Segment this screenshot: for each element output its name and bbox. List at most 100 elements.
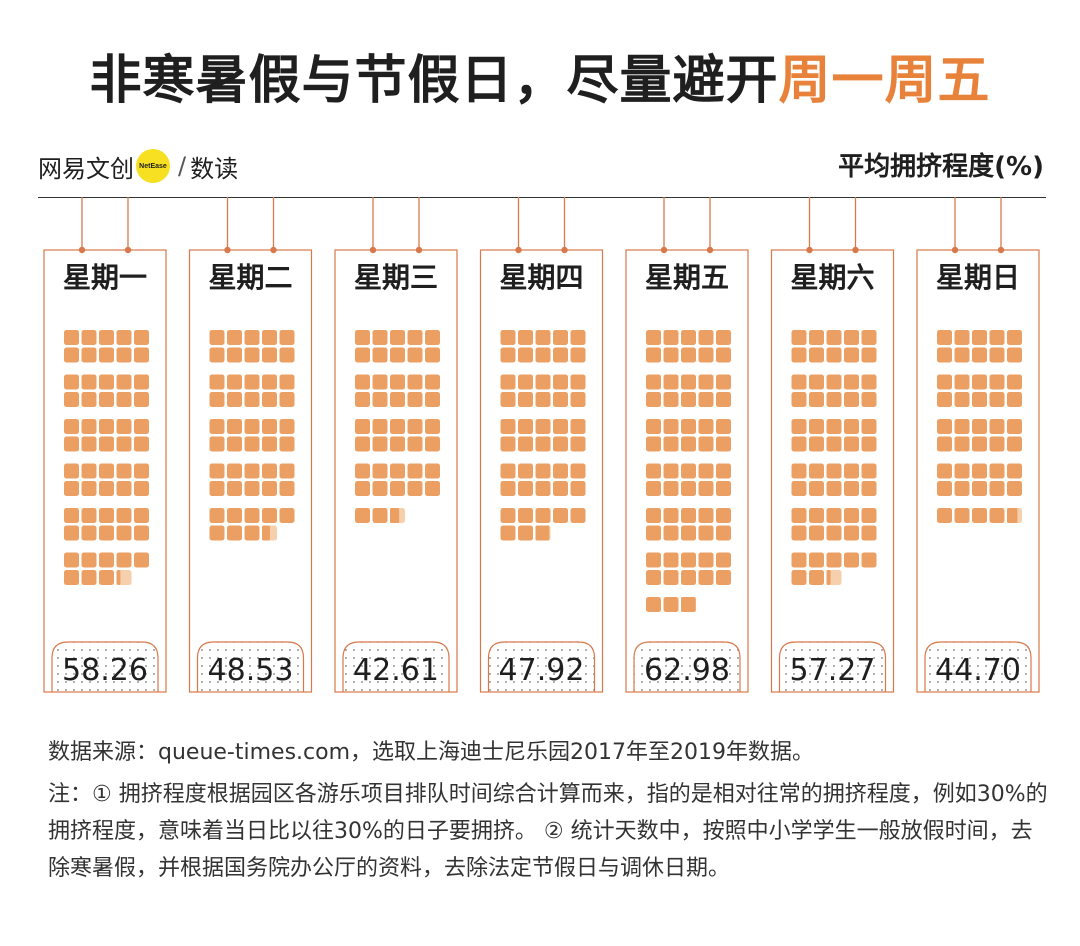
partial-block-fill <box>116 570 121 585</box>
unit-block <box>116 419 132 434</box>
unit-block <box>791 481 807 496</box>
unit-block <box>861 374 877 390</box>
unit-block <box>227 330 242 345</box>
unit-block <box>844 436 859 452</box>
unit-block <box>355 436 370 452</box>
unit-block <box>809 330 824 345</box>
unit-block <box>663 392 679 407</box>
unit-block <box>116 330 132 345</box>
unit-block <box>227 374 242 390</box>
unit-block <box>390 481 405 496</box>
unit-block <box>861 419 877 434</box>
unit-block <box>372 463 388 479</box>
unit-block <box>646 330 661 345</box>
category-label: 星期六 <box>790 261 874 294</box>
unit-block <box>791 330 807 345</box>
unit-block <box>99 463 114 479</box>
unit-block <box>716 570 731 585</box>
unit-block <box>134 552 149 568</box>
unit-block <box>809 508 824 523</box>
unit-block <box>937 347 952 363</box>
brand-badge: NetEase <box>136 149 170 183</box>
unit-block <box>809 374 824 390</box>
unit-block <box>500 481 516 496</box>
unit-block <box>244 330 260 345</box>
unit-block <box>663 570 679 585</box>
unit-block <box>681 552 696 568</box>
unit-block <box>681 463 696 479</box>
unit-block <box>81 347 97 363</box>
unit-block <box>81 508 97 523</box>
unit-block <box>64 330 79 345</box>
unit-block <box>791 374 807 390</box>
unit-block <box>809 392 824 407</box>
unit-block <box>535 508 551 523</box>
unit-block <box>698 330 714 345</box>
unit-block <box>791 525 807 541</box>
unit-block <box>372 330 388 345</box>
unit-block <box>954 463 970 479</box>
unit-block <box>553 374 568 390</box>
unit-block <box>227 463 242 479</box>
unit-block <box>716 508 731 523</box>
unit-block <box>535 347 551 363</box>
unit-block <box>209 481 225 496</box>
unit-block <box>861 347 877 363</box>
unit-block <box>861 481 877 496</box>
unit-block <box>937 463 952 479</box>
brand-right: 数读 <box>190 154 239 183</box>
unit-block <box>663 419 679 434</box>
unit-block <box>390 374 405 390</box>
unit-block <box>262 481 277 496</box>
unit-block <box>570 436 586 452</box>
unit-block <box>535 436 551 452</box>
unit-block <box>518 481 533 496</box>
unit-block <box>698 552 714 568</box>
unit-block <box>209 436 225 452</box>
unit-block <box>809 552 824 568</box>
unit-block <box>646 374 661 390</box>
unit-block <box>99 552 114 568</box>
unit-block <box>570 347 586 363</box>
unit-block <box>937 374 952 390</box>
unit-block <box>390 347 405 363</box>
unit-block <box>698 347 714 363</box>
title-main: 非寒暑假与节假日，尽量避开 <box>89 51 779 111</box>
unit-block <box>390 419 405 434</box>
unit-block <box>134 508 149 523</box>
unit-block <box>553 419 568 434</box>
unit-block <box>262 436 277 452</box>
unit-block <box>262 419 277 434</box>
unit-block <box>355 463 370 479</box>
unit-block <box>1007 347 1022 363</box>
unit-block <box>954 419 970 434</box>
unit-block <box>698 525 714 541</box>
unit-block <box>134 436 149 452</box>
unit-block <box>227 436 242 452</box>
unit-block <box>81 330 97 345</box>
unit-block <box>1007 419 1022 434</box>
unit-block <box>809 436 824 452</box>
unit-block <box>262 463 277 479</box>
unit-block <box>518 374 533 390</box>
value-pill <box>51 641 159 692</box>
unit-block <box>500 392 516 407</box>
unit-block <box>716 374 731 390</box>
value-label: 42.61 <box>353 653 439 688</box>
unit-block <box>844 374 859 390</box>
unit-block <box>681 347 696 363</box>
unit-block <box>500 330 516 345</box>
unit-block <box>844 419 859 434</box>
unit-block <box>372 419 388 434</box>
unit-block <box>826 330 842 345</box>
unit-block <box>809 525 824 541</box>
unit-block <box>972 392 987 407</box>
partial-block-fill <box>826 570 831 585</box>
unit-block <box>244 374 260 390</box>
unit-block <box>809 347 824 363</box>
unit-block <box>355 374 370 390</box>
unit-block <box>425 419 440 434</box>
value-label: 48.53 <box>208 653 294 688</box>
unit-block <box>861 525 877 541</box>
unit-block <box>1007 392 1022 407</box>
